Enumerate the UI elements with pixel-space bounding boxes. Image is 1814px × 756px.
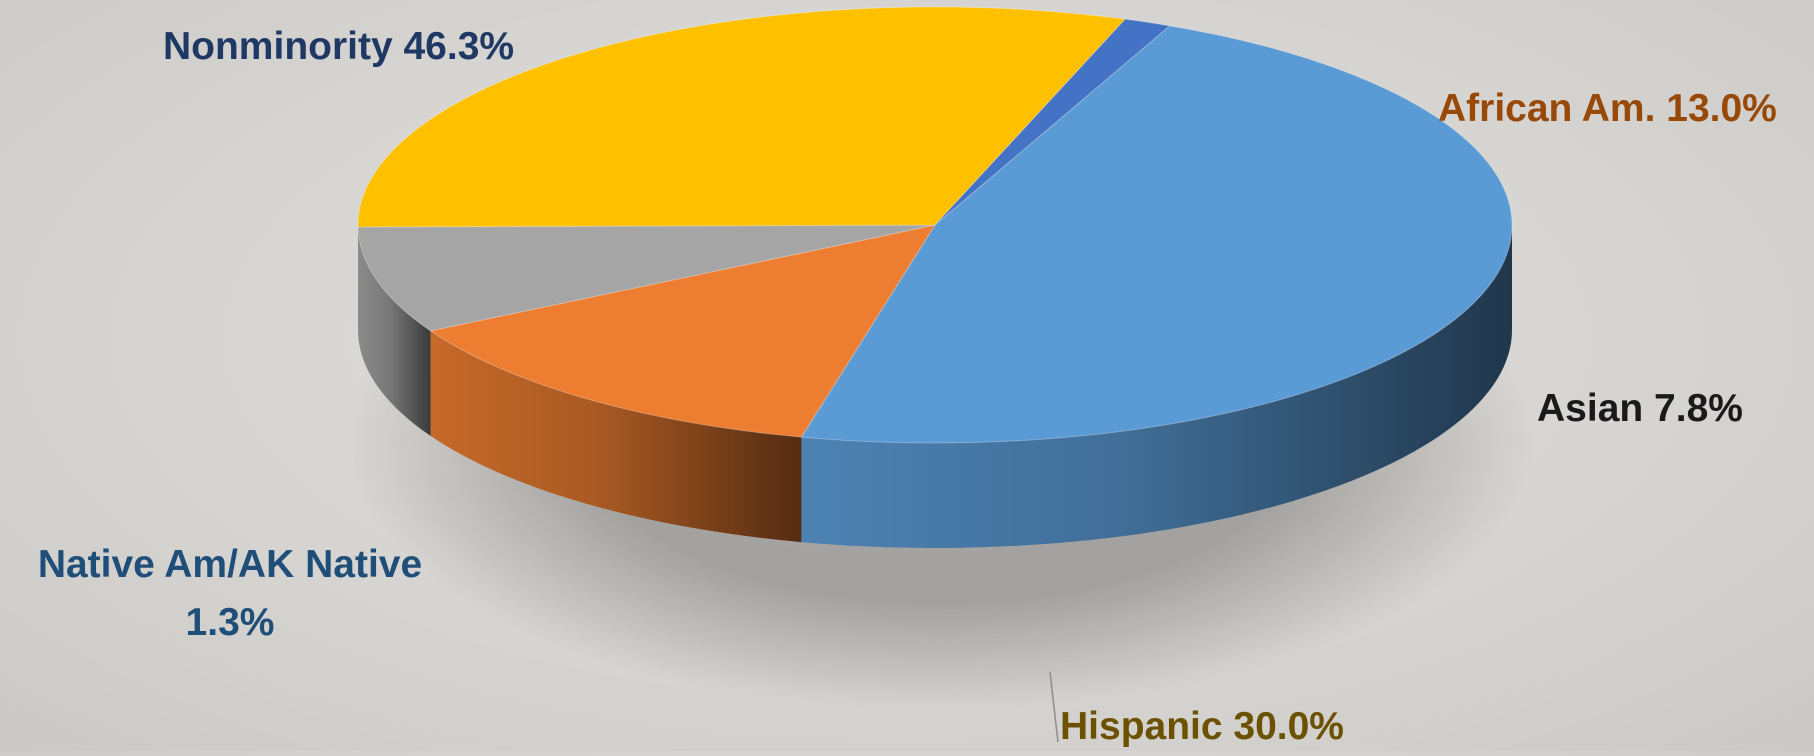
data-label-african-am: African Am. 13.0% [1438,80,1777,138]
data-label-native-am: Native Am/AK Native 1.3% [0,536,460,652]
data-label-asian: Asian 7.8% [1537,380,1743,438]
data-label-hispanic: Hispanic 30.0% [1060,698,1344,756]
data-label-nonminority: Nonminority 46.3% [163,18,514,76]
